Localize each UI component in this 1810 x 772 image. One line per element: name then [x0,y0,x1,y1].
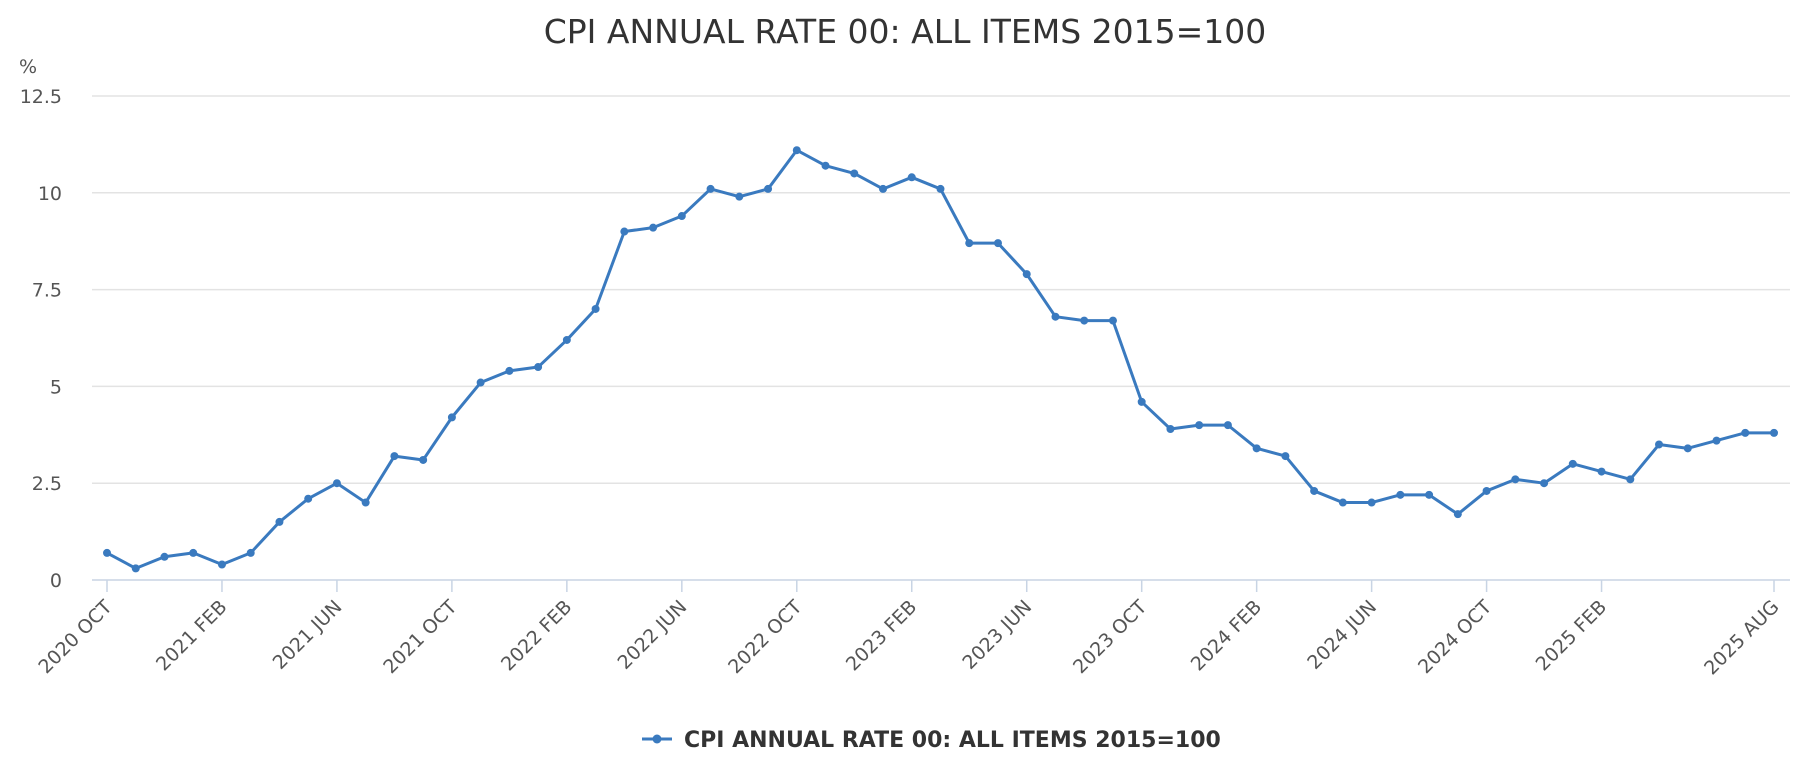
data-point[interactable] [562,335,571,344]
data-point[interactable] [447,413,456,422]
chart-title: CPI ANNUAL RATE 00: ALL ITEMS 2015=100 [544,12,1267,51]
y-axis-ticks: 0 2.5 5 7.5 10 12.5 [20,86,62,592]
data-point[interactable] [361,498,370,507]
data-point[interactable] [390,452,399,461]
data-point[interactable] [1022,270,1031,279]
data-point[interactable] [821,161,830,170]
data-point[interactable] [993,239,1002,248]
data-point[interactable] [1741,428,1750,437]
data-point[interactable] [1425,490,1434,499]
data-point[interactable] [1108,316,1117,325]
y-tick-label: 0 [50,570,62,592]
x-axis-ticks: 2020 OCT 2021 FEB 2021 JUN 2021 OCT 2022 FEB… [34,580,1784,679]
legend-label[interactable]: CPI ANNUAL RATE 00: ALL ITEMS 2015=100 [684,728,1221,753]
x-tick-label: 2025 FEB [1532,596,1611,675]
data-point[interactable] [1712,436,1721,445]
data-point[interactable] [649,223,658,232]
data-point[interactable] [189,548,198,557]
gridlines [92,95,1790,484]
data-point[interactable] [1482,486,1491,495]
data-point[interactable] [1770,428,1778,437]
data-point[interactable] [1252,444,1261,453]
data-point[interactable] [1281,452,1290,461]
legend-symbol-marker [652,734,662,744]
x-tick-label: 2020 OCT [34,596,116,678]
x-tick-label: 2024 JUN [1303,596,1381,674]
legend[interactable]: CPI ANNUAL RATE 00: ALL ITEMS 2015=100 [642,728,1221,753]
data-point[interactable] [1511,475,1520,484]
data-point[interactable] [1166,424,1175,433]
data-point[interactable] [677,212,686,221]
data-point[interactable] [1137,397,1146,406]
x-tick-label: 2022 FEB [497,596,576,675]
data-point[interactable] [879,184,888,193]
y-tick-label: 2.5 [32,473,62,495]
data-point[interactable] [1195,421,1204,430]
x-tick-label: 2024 OCT [1414,596,1496,678]
y-tick-label: 5 [50,376,62,398]
data-point[interactable] [1453,510,1462,519]
x-tick-label: 2023 OCT [1069,596,1151,678]
x-tick-label: 2024 FEB [1187,596,1266,675]
data-point[interactable] [1310,486,1319,495]
x-tick-label: 2025 AUG [1700,596,1783,679]
data-point[interactable] [792,146,801,155]
data-point[interactable] [131,564,140,573]
y-tick-label: 10 [38,183,62,205]
x-tick-label: 2021 OCT [379,596,461,678]
data-point[interactable] [160,552,169,561]
data-point[interactable] [1655,440,1664,449]
data-point[interactable] [1223,421,1232,430]
x-tick-label: 2023 FEB [842,596,921,675]
data-point[interactable] [304,494,313,503]
data-point[interactable] [1338,498,1347,507]
data-point[interactable] [476,378,485,387]
data-point[interactable] [217,560,226,569]
x-tick-label: 2023 JUN [958,596,1036,674]
x-tick-label: 2021 FEB [152,596,231,675]
data-point[interactable] [1080,316,1089,325]
data-point[interactable] [1683,444,1692,453]
y-tick-label: 12.5 [20,86,62,108]
data-point[interactable] [965,239,974,248]
data-point[interactable] [706,184,715,193]
data-point[interactable] [1568,459,1577,468]
data-point[interactable] [591,304,600,313]
x-tick-label: 2022 OCT [724,596,806,678]
data-point[interactable] [1051,312,1060,321]
data-point[interactable] [103,548,111,557]
data-point[interactable] [1367,498,1376,507]
data-point[interactable] [907,173,916,182]
data-point[interactable] [419,455,428,464]
y-axis-unit-label: % [19,56,37,78]
x-tick-label: 2021 JUN [269,596,347,674]
data-point[interactable] [850,169,859,178]
data-point[interactable] [620,227,629,236]
data-point[interactable] [275,517,284,526]
series-line [106,148,1774,570]
x-tick-label: 2022 JUN [613,596,691,674]
data-point[interactable] [764,184,773,193]
y-tick-label: 7.5 [32,280,62,302]
data-point[interactable] [246,548,255,557]
data-point[interactable] [1597,467,1606,476]
data-point[interactable] [505,366,514,375]
data-point[interactable] [534,363,543,372]
data-point[interactable] [936,184,945,193]
data-point[interactable] [1540,479,1549,488]
data-point[interactable] [1396,490,1405,499]
data-point[interactable] [332,479,341,488]
data-point[interactable] [1626,475,1635,484]
data-point[interactable] [735,192,744,201]
data-points [103,146,1778,573]
